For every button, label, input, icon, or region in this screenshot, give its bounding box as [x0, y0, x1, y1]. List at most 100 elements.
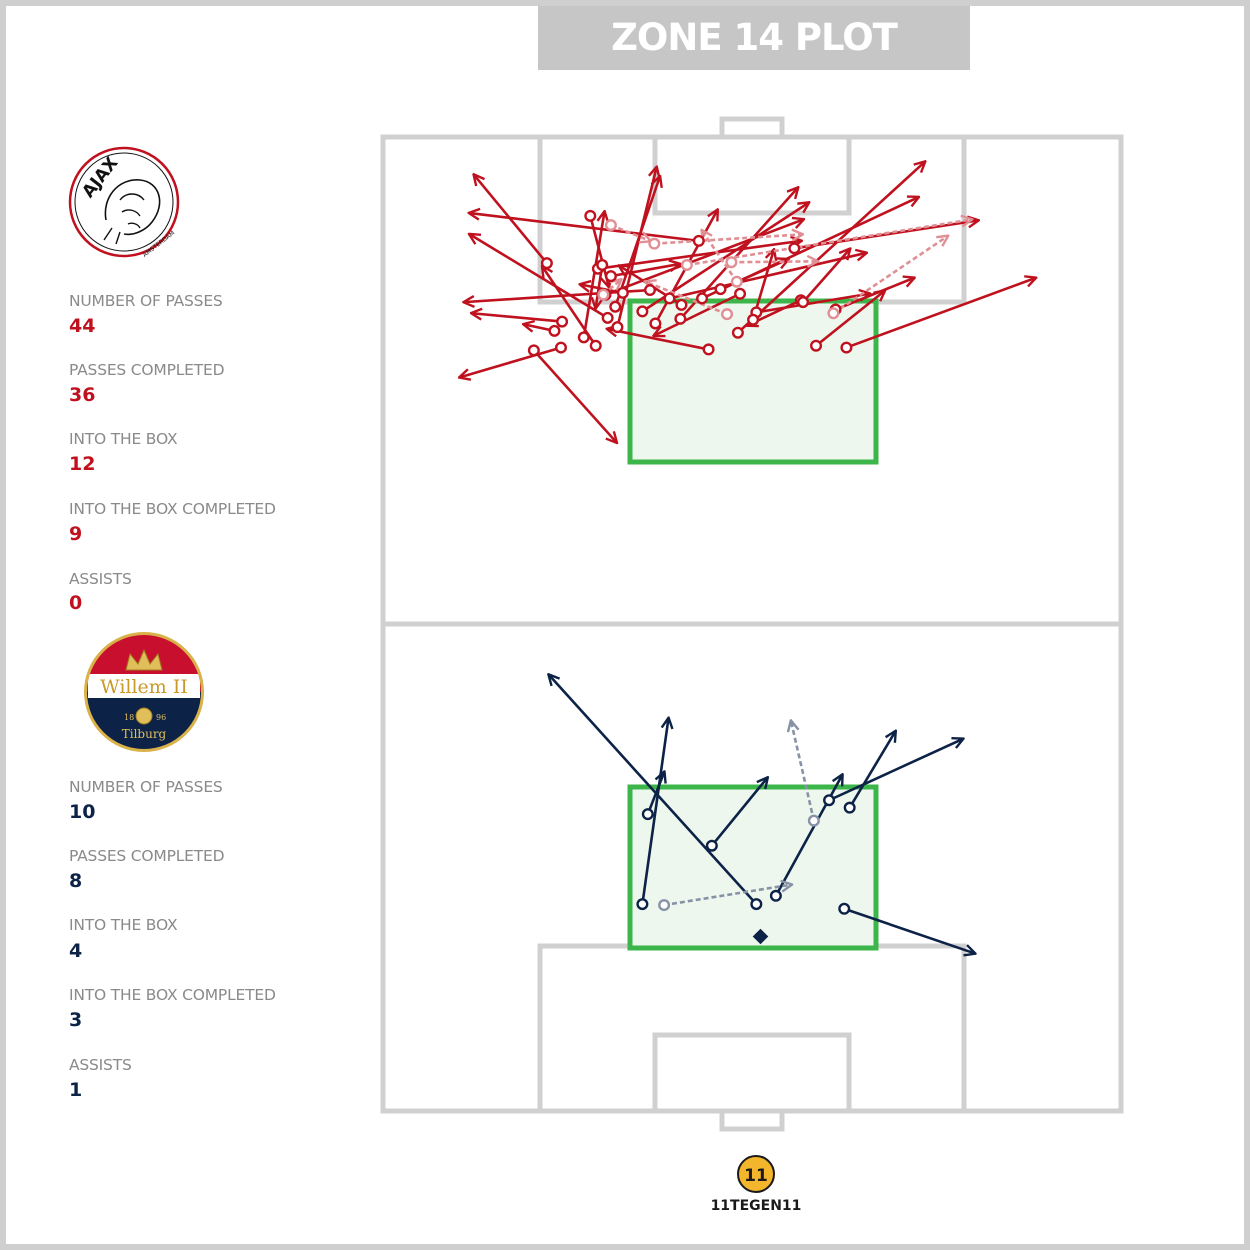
pass-origin-marker: [747, 313, 760, 326]
stat-value: 1: [69, 1079, 83, 1101]
stat-value: 0: [69, 592, 83, 614]
pass-line: [669, 253, 866, 300]
pass-origin-marker: [609, 300, 622, 313]
pass-line: [663, 885, 791, 907]
pass-origin-marker: [823, 794, 836, 807]
stat-value: 12: [69, 453, 96, 475]
stat-value: 8: [69, 870, 83, 892]
pass-origin-marker: [807, 814, 820, 827]
brand-text: 11TEGEN11: [711, 1198, 802, 1214]
pass-origin-marker: [838, 902, 851, 915]
stat-label: NUMBER OF PASSES: [69, 292, 223, 310]
pass-line: [756, 294, 869, 314]
pass-origin-marker: [604, 270, 617, 283]
pass-line: [828, 739, 962, 802]
passes-layer: [460, 162, 1035, 953]
pass-origin-marker: [527, 344, 540, 357]
stat-label: NUMBER OF PASSES: [69, 778, 223, 796]
pass-origin-marker: [843, 801, 856, 814]
pass-origin-marker: [734, 287, 747, 300]
pass-origin-marker: [705, 839, 718, 852]
assist-layer: [752, 928, 769, 945]
pass-line: [532, 349, 616, 442]
pass-line: [843, 907, 974, 954]
pass-origin-marker: [611, 321, 624, 334]
pass-line: [597, 241, 801, 271]
stat-label: ASSISTS: [69, 570, 132, 588]
pass-line: [845, 278, 1035, 349]
willem-ii-passes: [549, 675, 974, 953]
top-goal: [719, 116, 785, 140]
pass-line: [472, 313, 563, 323]
pass-line: [582, 212, 605, 338]
pass-origin-marker: [797, 296, 810, 309]
stat-label: INTO THE BOX COMPLETED: [69, 986, 276, 1004]
pass-origin-marker: [696, 292, 709, 305]
pass-line: [610, 223, 650, 241]
pass-line: [791, 721, 816, 821]
brand-badge-text: 11: [744, 1166, 768, 1186]
pass-line: [702, 231, 738, 283]
pass-origin-marker: [636, 305, 649, 318]
pass-origin-marker: [840, 341, 853, 354]
pass-origin-marker: [601, 311, 614, 324]
willem-logo-subtext: Tilburg: [122, 727, 167, 741]
stat-value: 4: [69, 940, 83, 962]
pass-line: [470, 213, 699, 243]
pass-origin-marker: [604, 219, 617, 232]
willem-logo-text: Willem II: [100, 676, 188, 698]
stat-value: 44: [69, 315, 96, 337]
pass-origin-marker: [680, 259, 693, 272]
pass-origin-marker: [827, 307, 840, 320]
stat-value: 10: [69, 801, 96, 823]
pass-origin-marker: [714, 283, 727, 296]
pass-line: [646, 282, 728, 316]
bottom-six-yard-box: [652, 1032, 852, 1114]
stat-label: PASSES COMPLETED: [69, 361, 225, 379]
pass-line: [832, 236, 947, 315]
pass-line: [460, 346, 562, 378]
pass-origin-marker: [597, 288, 610, 301]
pass-origin-marker: [548, 324, 561, 337]
pass-origin-marker: [540, 257, 553, 270]
top-six-yard-box: [652, 134, 852, 216]
pass-line: [641, 719, 668, 905]
pass-origin-marker: [692, 234, 705, 247]
pass-origin-marker: [721, 308, 734, 321]
pitch-chart: [380, 116, 1124, 1132]
pass-origin-marker: [616, 286, 629, 299]
pass-line: [654, 234, 802, 245]
stat-label: ASSISTS: [69, 1056, 132, 1074]
pass-origin-marker: [556, 315, 569, 328]
pass-line: [731, 261, 817, 262]
pass-origin-marker: [589, 339, 602, 352]
pass-line: [737, 162, 925, 334]
pass-origin-marker: [663, 292, 676, 305]
pass-origin-marker: [649, 317, 662, 330]
page-title: ZONE 14 PLOT: [538, 6, 970, 70]
pass-origin-marker: [577, 331, 590, 344]
pass-origin-marker: [730, 275, 743, 288]
willem-logo-year-left: 18: [124, 713, 134, 722]
pass-line: [616, 168, 656, 328]
pass-origin-marker: [750, 898, 763, 911]
pass-line: [549, 675, 758, 906]
assist-marker-icon: [752, 928, 769, 945]
pass-origin-marker: [769, 889, 782, 902]
stat-label: INTO THE BOX: [69, 430, 178, 448]
willem-ii-logo: Willem II 18 96 Tilburg: [84, 632, 204, 752]
pass-origin-marker: [658, 899, 671, 912]
pass-origin-marker: [788, 242, 801, 255]
pass-line: [848, 732, 896, 809]
pass-origin-marker: [641, 808, 654, 821]
pass-origin-marker: [643, 284, 656, 297]
pass-origin-marker: [636, 898, 649, 911]
pass-origin-marker: [674, 312, 687, 325]
pass-line: [654, 292, 741, 336]
pass-origin-marker: [584, 209, 597, 222]
ajax-logo: AJAX AMSTERDAM: [68, 146, 180, 259]
pass-line: [608, 329, 709, 351]
pass-origin-marker: [596, 259, 609, 272]
pass-line: [802, 249, 850, 303]
